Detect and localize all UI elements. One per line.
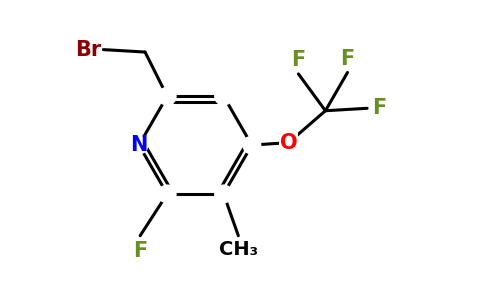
Circle shape — [243, 136, 261, 154]
Text: O: O — [280, 133, 298, 153]
Circle shape — [130, 136, 148, 154]
Text: F: F — [340, 49, 355, 68]
Circle shape — [215, 87, 232, 105]
Text: CH₃: CH₃ — [219, 240, 258, 259]
Circle shape — [215, 185, 232, 203]
Text: F: F — [133, 241, 147, 261]
Text: F: F — [372, 98, 386, 118]
Circle shape — [158, 87, 176, 105]
Text: Br: Br — [75, 40, 101, 60]
Circle shape — [158, 185, 176, 203]
Text: N: N — [130, 135, 148, 155]
Text: F: F — [291, 50, 305, 70]
